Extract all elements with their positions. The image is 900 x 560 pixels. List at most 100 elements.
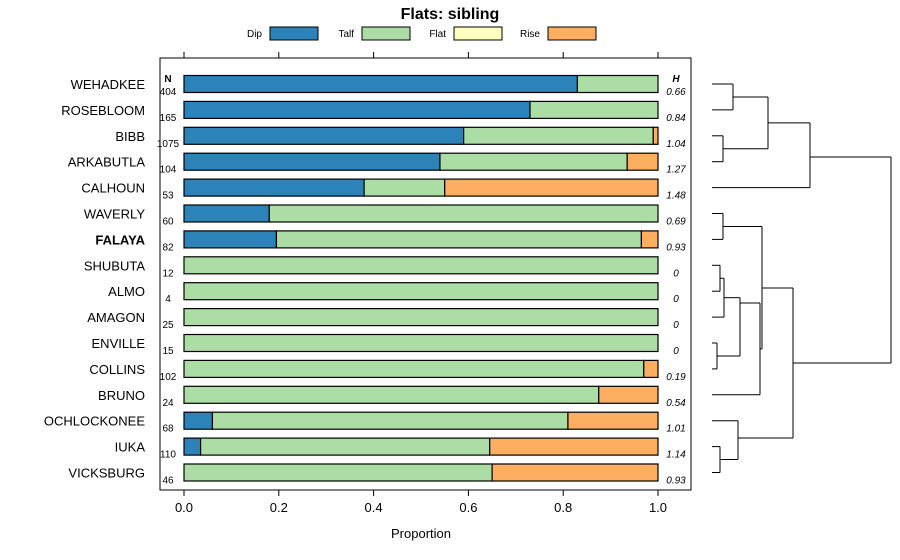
soil-label-shubuta: SHUBUTA	[84, 258, 145, 273]
h-value-vicksburg: 0.93	[666, 476, 686, 487]
bar-bibb-rise	[652, 126, 659, 145]
bar-calhoun-dip	[183, 178, 365, 197]
bar-ochlockonee-talf	[211, 411, 569, 430]
h-value-ochlockonee: 1.01	[666, 424, 685, 435]
soil-label-bruno: BRUNO	[98, 388, 145, 403]
soil-label-almo: ALMO	[108, 284, 145, 299]
bar-falaya-dip	[183, 230, 278, 249]
bar-arkabutla-rise	[626, 152, 659, 171]
n-value-bruno: 24	[162, 398, 174, 409]
n-value-shubuta: 12	[162, 268, 174, 279]
bar-bibb-talf	[463, 126, 654, 145]
n-value-falaya: 82	[162, 242, 174, 253]
n-value-waverly: 60	[162, 217, 174, 228]
bar-falaya-rise	[640, 230, 659, 249]
x-tick-label-5: 1.0	[649, 500, 667, 515]
bar-iuka-rise	[489, 437, 659, 456]
soil-label-vicksburg: VICKSBURG	[68, 466, 145, 481]
h-value-enville: 0	[673, 346, 679, 357]
bar-ochlockonee-dip	[183, 411, 214, 430]
bar-almo-talf	[183, 282, 659, 301]
bar-enville-talf	[183, 333, 659, 353]
soil-label-rosebloom: ROSEBLOOM	[61, 103, 145, 118]
dendrogram	[712, 83, 892, 473]
h-value-bruno: 0.54	[666, 398, 686, 409]
h-header: H	[672, 74, 680, 85]
n-value-bibb: 1075	[157, 139, 180, 150]
n-value-ochlockonee: 68	[162, 424, 174, 435]
x-axis: 0.0 0.2 0.4 0.6 0.8 1.0	[175, 52, 667, 515]
bar-waverly-talf	[268, 204, 659, 223]
bar-waverly-dip	[183, 204, 270, 223]
bar-ochlockonee-rise	[567, 411, 659, 430]
h-value-calhoun: 1.48	[666, 191, 686, 202]
n-value-amagon: 25	[162, 320, 174, 331]
legend-swatch-dip	[269, 26, 319, 41]
legend-label-dip: Dip	[247, 29, 262, 40]
bar-bruno-rise	[598, 385, 659, 404]
n-value-iuka: 110	[160, 450, 176, 461]
h-value-wehadkee: 0.66	[666, 87, 686, 98]
legend: Dip Talf Flat Rise	[247, 26, 597, 41]
h-value-bibb: 1.04	[666, 139, 686, 150]
bar-collins-rise	[643, 359, 659, 378]
labels: WEHADKEE 404 0.66 ROSEBLOOM 165 0.84 BIBB 1075 1…	[44, 77, 686, 487]
soil-label-arkabutla: ARKABUTLA	[68, 155, 146, 170]
x-tick-label-3: 0.6	[459, 500, 477, 515]
n-header: N	[164, 74, 171, 85]
h-value-shubuta: 0	[673, 268, 679, 279]
soil-label-wehadkee: WEHADKEE	[71, 77, 146, 92]
x-tick-label-1: 0.2	[270, 500, 288, 515]
bar-calhoun-rise	[444, 178, 659, 197]
bar-collins-talf	[183, 359, 645, 378]
chart-title: Flats: sibling	[401, 6, 500, 23]
n-value-rosebloom: 165	[160, 113, 177, 124]
bar-wehadkee-talf	[576, 74, 659, 94]
soil-label-ochlockonee: OCHLOCKONEE	[44, 414, 145, 429]
h-value-falaya: 0.93	[666, 242, 686, 253]
h-value-waverly: 0.69	[666, 217, 686, 228]
bar-amagon-talf	[183, 308, 659, 327]
n-value-vicksburg: 46	[162, 476, 174, 487]
soil-label-enville: ENVILLE	[92, 336, 146, 351]
soil-label-iuka: IUKA	[115, 440, 146, 455]
bar-vicksburg-talf	[183, 463, 493, 482]
h-value-arkabutla: 1.27	[666, 165, 686, 176]
soil-label-collins: COLLINS	[89, 362, 145, 377]
x-tick-label-4: 0.8	[554, 500, 572, 515]
bar-arkabutla-talf	[439, 152, 628, 171]
soil-label-waverly: WAVERLY	[84, 207, 145, 222]
n-value-collins: 102	[160, 372, 177, 383]
h-value-amagon: 0	[673, 320, 679, 331]
bar-rosebloom-talf	[529, 100, 659, 120]
h-value-iuka: 1.14	[666, 450, 686, 461]
x-tick-label-2: 0.4	[365, 500, 383, 515]
x-axis-label: Proportion	[391, 526, 451, 541]
n-value-enville: 15	[162, 346, 174, 357]
bar-bibb-dip	[183, 126, 465, 145]
soil-label-falaya: FALAYA	[95, 232, 145, 247]
legend-label-talf: Talf	[338, 29, 354, 40]
x-tick-label-0: 0.0	[175, 500, 193, 515]
legend-label-flat: Flat	[429, 29, 446, 40]
bar-falaya-talf	[275, 230, 643, 249]
soil-label-amagon: AMAGON	[87, 310, 145, 325]
n-value-almo: 4	[165, 294, 171, 305]
bar-calhoun-talf	[363, 178, 446, 197]
n-value-arkabutla: 104	[160, 165, 177, 176]
soil-label-calhoun: CALHOUN	[81, 181, 145, 196]
bar-iuka-dip	[183, 437, 202, 456]
h-value-rosebloom: 0.84	[666, 113, 686, 124]
h-value-almo: 0	[673, 294, 679, 305]
bar-iuka-talf	[199, 437, 491, 456]
bar-rosebloom-dip	[183, 100, 531, 120]
n-value-wehadkee: 404	[160, 87, 177, 98]
bars	[183, 74, 659, 482]
bar-shubuta-talf	[183, 256, 659, 275]
h-value-collins: 0.19	[666, 372, 686, 383]
soil-label-bibb: BIBB	[115, 129, 145, 144]
legend-swatch-flat	[453, 26, 503, 41]
bar-arkabutla-dip	[183, 152, 441, 171]
plot-frame	[159, 57, 692, 491]
